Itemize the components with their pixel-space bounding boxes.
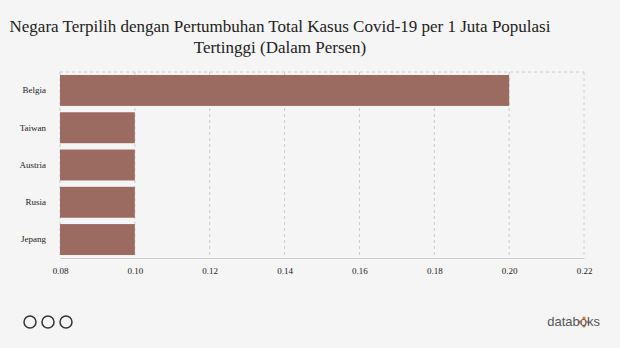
y-tick-label: Austria bbox=[20, 160, 47, 170]
x-tick: 0.14 bbox=[277, 258, 293, 276]
x-tick-label: 0.22 bbox=[577, 266, 593, 276]
x-tick: 0.22 bbox=[577, 258, 593, 276]
background bbox=[0, 0, 620, 348]
x-axis: 0.08 0.10 0.12 0.14 0.16 0.18 0.20 0.22 bbox=[53, 258, 593, 276]
license-icon bbox=[24, 316, 36, 328]
bars bbox=[60, 75, 509, 255]
license-icon bbox=[60, 316, 72, 328]
x-tick-label: 0.18 bbox=[427, 266, 443, 276]
y-axis: Belgia Taiwan Austria Rusia Jepang bbox=[20, 73, 61, 259]
chart: Negara Terpilih dengan Pertumbuhan Total… bbox=[0, 0, 620, 348]
plot: 0.08 0.10 0.12 0.14 0.16 0.18 0.20 0.22 Belgia Ta… bbox=[20, 72, 593, 276]
y-tick: Jepang bbox=[21, 234, 60, 244]
y-tick: Austria bbox=[20, 160, 61, 170]
y-tick: Rusia bbox=[25, 197, 60, 207]
license-icons bbox=[24, 316, 72, 328]
x-tick-label: 0.08 bbox=[53, 266, 69, 276]
title: Negara Terpilih dengan Pertumbuhan Total… bbox=[10, 17, 551, 57]
y-axis-line bbox=[60, 73, 61, 259]
bar bbox=[60, 112, 135, 143]
x-axis-line bbox=[61, 258, 585, 259]
y-tick-label: Belgia bbox=[23, 85, 47, 95]
x-tick: 0.12 bbox=[202, 258, 218, 276]
grid-line bbox=[584, 72, 585, 258]
y-tick: Belgia bbox=[23, 85, 61, 95]
bar bbox=[60, 224, 135, 255]
bar bbox=[60, 75, 509, 106]
x-tick: 0.18 bbox=[427, 258, 443, 276]
y-tick-label: Taiwan bbox=[20, 123, 47, 133]
x-tick-label: 0.14 bbox=[277, 266, 293, 276]
bar bbox=[60, 150, 135, 181]
x-tick: 0.16 bbox=[352, 258, 368, 276]
x-tick: 0.10 bbox=[127, 258, 143, 276]
license-icon bbox=[42, 316, 54, 328]
x-tick-label: 0.20 bbox=[502, 266, 518, 276]
y-tick-label: Rusia bbox=[25, 197, 46, 207]
bar bbox=[60, 187, 135, 218]
source: databoks bbox=[547, 314, 600, 329]
x-tick: 0.20 bbox=[502, 258, 518, 276]
x-tick: 0.08 bbox=[53, 258, 69, 276]
x-tick-label: 0.12 bbox=[202, 266, 218, 276]
y-tick-label: Jepang bbox=[21, 234, 46, 244]
x-tick-label: 0.10 bbox=[127, 266, 143, 276]
grid-frame bbox=[60, 72, 584, 73]
x-tick-label: 0.16 bbox=[352, 266, 368, 276]
y-tick: Taiwan bbox=[20, 123, 60, 133]
